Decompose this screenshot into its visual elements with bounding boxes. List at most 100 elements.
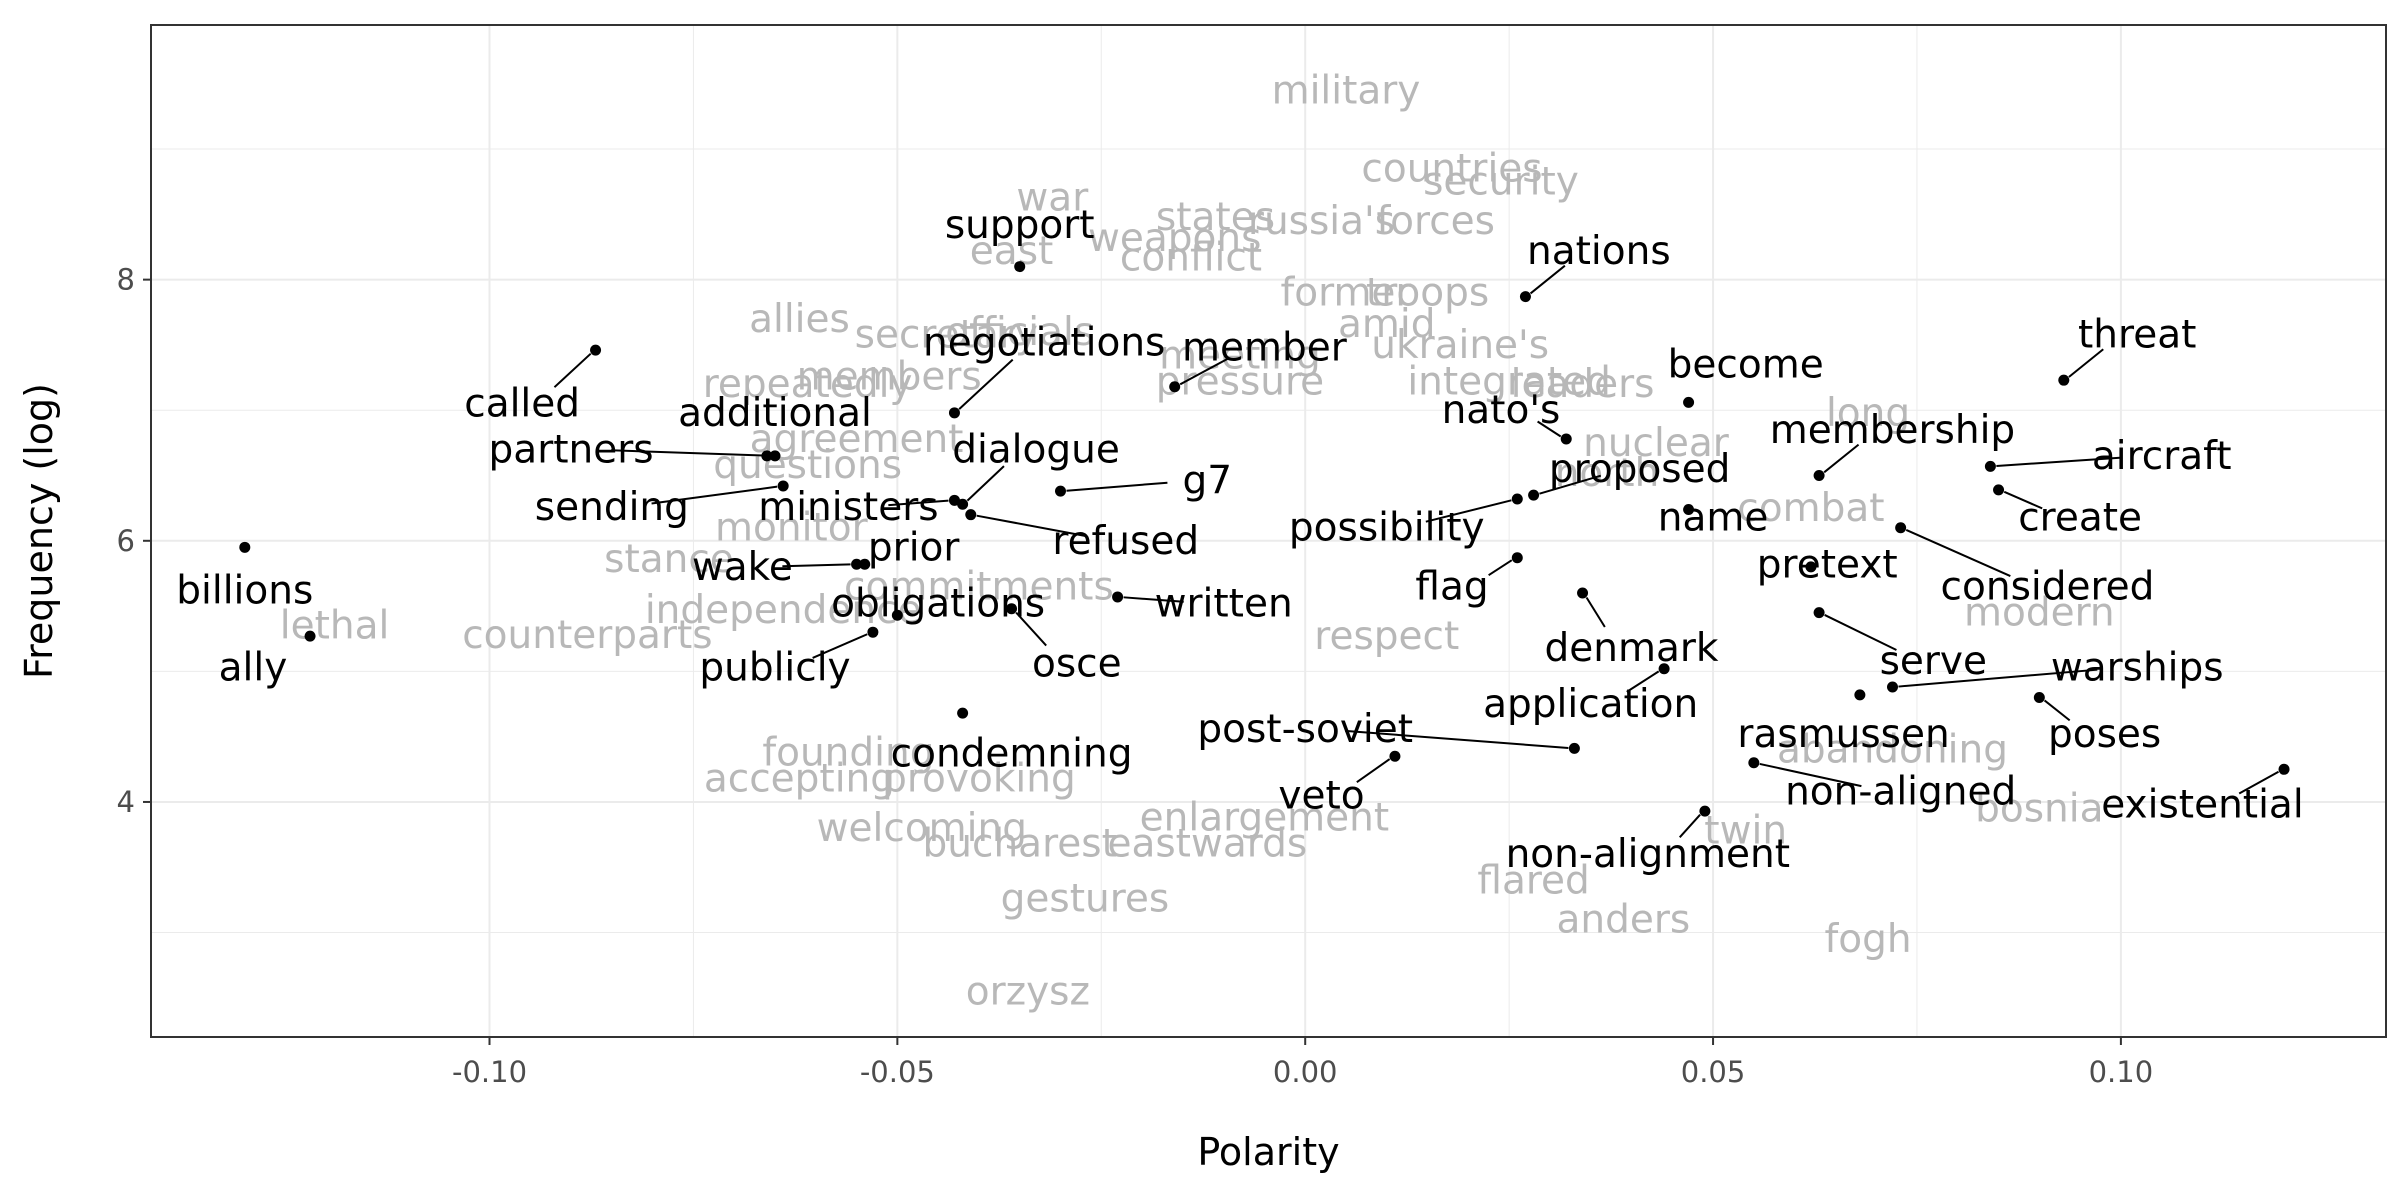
leader-line — [1626, 670, 1660, 693]
background-word: meeting — [1159, 333, 1321, 378]
gridlines — [151, 25, 2386, 1037]
leader-line — [1585, 596, 1606, 628]
background-word: anders — [1556, 897, 1690, 942]
data-point — [1511, 493, 1523, 505]
data-point — [1560, 433, 1572, 445]
data-point — [2058, 374, 2070, 386]
background-word: war — [1016, 175, 1089, 220]
point-label: denmark — [1544, 626, 1718, 671]
leader-line — [1529, 264, 1566, 295]
background-word: twin — [1704, 809, 1787, 854]
leader-line — [1356, 758, 1391, 784]
leader-line — [812, 633, 868, 659]
background-word: secretary — [855, 312, 1038, 357]
background-word: nuclear — [1583, 421, 1730, 466]
background-word: weapons — [1088, 216, 1261, 261]
data-point — [1854, 689, 1866, 701]
background-word: enlargement — [1140, 796, 1390, 841]
data-point — [1658, 663, 1670, 675]
leader-line — [1425, 499, 1512, 523]
point-label: existential — [2101, 783, 2303, 828]
leader-line — [1996, 456, 2122, 467]
panel-border — [150, 24, 2387, 1038]
point-label: obligations — [831, 581, 1045, 626]
x-tick-label: 0.10 — [2089, 1055, 2154, 1089]
point-label: poses — [2048, 712, 2161, 757]
background-word: officials — [945, 310, 1094, 355]
point-label: support — [945, 203, 1095, 248]
background-word: military — [1272, 68, 1421, 113]
background-word: respect — [1314, 614, 1459, 659]
data-point — [777, 480, 789, 492]
leader-line — [2068, 348, 2104, 378]
background-word: repeatedly — [703, 362, 913, 407]
leader-line — [966, 465, 1005, 502]
background-word: long — [1826, 391, 1910, 436]
point-label: post-soviet — [1197, 707, 1413, 752]
background-word: provoking — [882, 756, 1076, 801]
data-point — [590, 344, 602, 356]
data-point — [1577, 587, 1589, 599]
background-word: russia's — [1248, 199, 1395, 244]
background-word: lethal — [280, 604, 390, 649]
leader-line — [2003, 490, 2043, 510]
data-point — [1389, 750, 1401, 762]
data-point — [1895, 522, 1907, 534]
point-label: proposed — [1549, 447, 1730, 492]
point-label: become — [1668, 343, 1824, 388]
leader-line — [553, 352, 592, 388]
point-label: membership — [1770, 408, 2015, 453]
point-label: non-alignment — [1506, 832, 1790, 877]
data-point — [948, 407, 960, 419]
point-label: ally — [219, 645, 288, 690]
point-label: threat — [2078, 312, 2196, 357]
data-point — [1699, 805, 1711, 817]
data-point — [1511, 552, 1523, 564]
background-word: combat — [1737, 486, 1884, 531]
label-leader-lines — [553, 264, 2280, 838]
background-word: gestures — [1001, 877, 1170, 922]
leader-line — [1488, 559, 1513, 577]
data-point — [2033, 691, 2045, 703]
background-word: commitments — [844, 564, 1114, 609]
background-word: monitor — [715, 506, 869, 551]
y-tick-label: 8 — [117, 263, 135, 297]
data-point — [1984, 460, 1996, 472]
data-point — [2278, 763, 2290, 775]
point-label: refused — [1052, 519, 1199, 564]
point-label: dialogue — [952, 427, 1120, 472]
background-word: independence — [645, 588, 922, 633]
point-label: condemning — [891, 732, 1133, 777]
data-point — [1169, 381, 1181, 393]
point-label: pretext — [1757, 542, 1898, 587]
leader-line — [1123, 596, 1184, 603]
background-word: security — [1423, 160, 1579, 205]
point-label: ministers — [758, 485, 938, 530]
data-point — [1683, 503, 1695, 515]
point-label: rasmussen — [1737, 712, 1949, 757]
point-label: nato's — [1442, 388, 1561, 433]
point-label: non-aligned — [1785, 770, 2016, 815]
point-label: partners — [489, 427, 654, 472]
leader-line — [958, 358, 1014, 410]
data-point — [1748, 757, 1760, 769]
data-point — [1805, 561, 1817, 573]
leader-line — [1015, 611, 1047, 647]
leader-line — [976, 514, 1087, 538]
leader-line — [1678, 814, 1701, 838]
background-word: integrated — [1407, 359, 1611, 404]
x-tick-label: 0.05 — [1681, 1055, 1746, 1089]
point-label: wake — [692, 545, 793, 590]
data-point — [1568, 742, 1580, 754]
point-label: serve — [1880, 639, 1987, 684]
background-word: bucharest — [923, 822, 1117, 867]
data-point — [239, 541, 251, 553]
data-point — [769, 450, 781, 462]
background-word: fogh — [1824, 917, 1911, 962]
leader-line — [1823, 443, 1860, 474]
background-word: agreement — [750, 417, 964, 462]
x-axis-title: Polarity — [1197, 1130, 1339, 1174]
point-label: possibility — [1289, 506, 1485, 551]
background-word: ukraine's — [1371, 323, 1549, 368]
